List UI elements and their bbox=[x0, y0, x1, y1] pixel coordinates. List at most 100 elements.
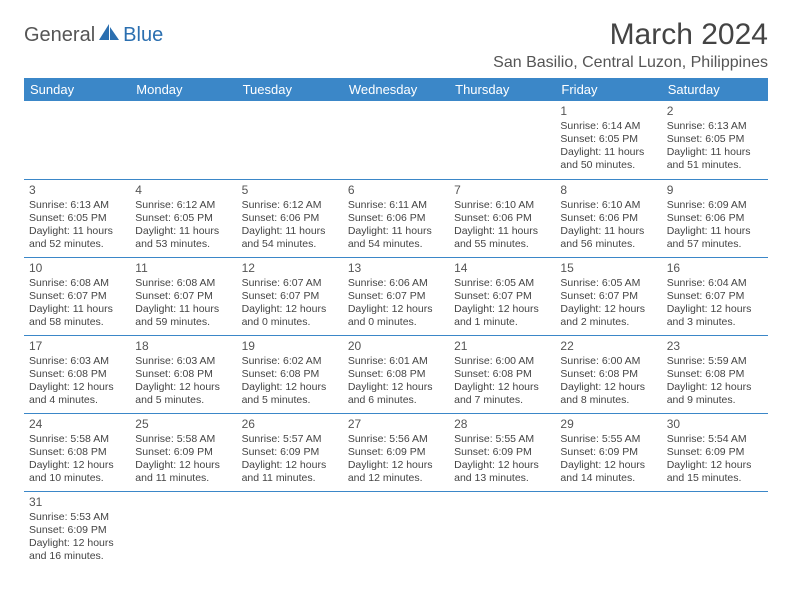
day-number: 19 bbox=[242, 339, 338, 354]
day-number: 21 bbox=[454, 339, 550, 354]
calendar-cell: 12Sunrise: 6:07 AMSunset: 6:07 PMDayligh… bbox=[237, 257, 343, 335]
sunset-text: Sunset: 6:05 PM bbox=[135, 212, 231, 225]
daylight-text: Daylight: 11 hours and 53 minutes. bbox=[135, 225, 231, 251]
daylight-text: Daylight: 12 hours and 0 minutes. bbox=[348, 303, 444, 329]
sunrise-text: Sunrise: 6:13 AM bbox=[667, 120, 763, 133]
day-number: 4 bbox=[135, 183, 231, 198]
sunrise-text: Sunrise: 6:10 AM bbox=[560, 199, 656, 212]
day-number: 23 bbox=[667, 339, 763, 354]
calendar-cell: 10Sunrise: 6:08 AMSunset: 6:07 PMDayligh… bbox=[24, 257, 130, 335]
daylight-text: Daylight: 12 hours and 12 minutes. bbox=[348, 459, 444, 485]
weekday-header-row: Sunday Monday Tuesday Wednesday Thursday… bbox=[24, 78, 768, 101]
calendar-cell: 1Sunrise: 6:14 AMSunset: 6:05 PMDaylight… bbox=[555, 101, 661, 179]
sunrise-text: Sunrise: 6:05 AM bbox=[454, 277, 550, 290]
day-number: 6 bbox=[348, 183, 444, 198]
calendar-cell: 3Sunrise: 6:13 AMSunset: 6:05 PMDaylight… bbox=[24, 179, 130, 257]
calendar-cell bbox=[343, 101, 449, 179]
sunset-text: Sunset: 6:07 PM bbox=[348, 290, 444, 303]
sunset-text: Sunset: 6:08 PM bbox=[29, 446, 125, 459]
sunset-text: Sunset: 6:05 PM bbox=[667, 133, 763, 146]
sunset-text: Sunset: 6:06 PM bbox=[667, 212, 763, 225]
day-number: 5 bbox=[242, 183, 338, 198]
day-number: 2 bbox=[667, 104, 763, 119]
sunset-text: Sunset: 6:06 PM bbox=[348, 212, 444, 225]
sunrise-text: Sunrise: 6:05 AM bbox=[560, 277, 656, 290]
sunset-text: Sunset: 6:09 PM bbox=[454, 446, 550, 459]
calendar-row: 24Sunrise: 5:58 AMSunset: 6:08 PMDayligh… bbox=[24, 413, 768, 491]
day-number: 17 bbox=[29, 339, 125, 354]
calendar-cell: 15Sunrise: 6:05 AMSunset: 6:07 PMDayligh… bbox=[555, 257, 661, 335]
page-title: March 2024 bbox=[493, 18, 768, 52]
calendar-cell: 20Sunrise: 6:01 AMSunset: 6:08 PMDayligh… bbox=[343, 335, 449, 413]
calendar-cell bbox=[449, 101, 555, 179]
daylight-text: Daylight: 12 hours and 16 minutes. bbox=[29, 537, 125, 563]
calendar-cell: 29Sunrise: 5:55 AMSunset: 6:09 PMDayligh… bbox=[555, 413, 661, 491]
weekday-header: Monday bbox=[130, 78, 236, 101]
day-number: 30 bbox=[667, 417, 763, 432]
calendar-cell: 19Sunrise: 6:02 AMSunset: 6:08 PMDayligh… bbox=[237, 335, 343, 413]
weekday-header: Sunday bbox=[24, 78, 130, 101]
sunset-text: Sunset: 6:08 PM bbox=[29, 368, 125, 381]
daylight-text: Daylight: 12 hours and 11 minutes. bbox=[135, 459, 231, 485]
daylight-text: Daylight: 11 hours and 55 minutes. bbox=[454, 225, 550, 251]
sunrise-text: Sunrise: 5:55 AM bbox=[560, 433, 656, 446]
sunset-text: Sunset: 6:06 PM bbox=[242, 212, 338, 225]
logo-text-general: General bbox=[24, 24, 95, 47]
sunrise-text: Sunrise: 5:53 AM bbox=[29, 511, 125, 524]
calendar-row: 10Sunrise: 6:08 AMSunset: 6:07 PMDayligh… bbox=[24, 257, 768, 335]
daylight-text: Daylight: 11 hours and 50 minutes. bbox=[560, 146, 656, 172]
calendar-cell: 26Sunrise: 5:57 AMSunset: 6:09 PMDayligh… bbox=[237, 413, 343, 491]
daylight-text: Daylight: 12 hours and 10 minutes. bbox=[29, 459, 125, 485]
daylight-text: Daylight: 11 hours and 59 minutes. bbox=[135, 303, 231, 329]
sunset-text: Sunset: 6:06 PM bbox=[560, 212, 656, 225]
calendar-cell bbox=[449, 491, 555, 569]
sunset-text: Sunset: 6:07 PM bbox=[242, 290, 338, 303]
daylight-text: Daylight: 12 hours and 5 minutes. bbox=[242, 381, 338, 407]
sunrise-text: Sunrise: 6:08 AM bbox=[29, 277, 125, 290]
sunset-text: Sunset: 6:07 PM bbox=[135, 290, 231, 303]
calendar-cell: 21Sunrise: 6:00 AMSunset: 6:08 PMDayligh… bbox=[449, 335, 555, 413]
daylight-text: Daylight: 12 hours and 3 minutes. bbox=[667, 303, 763, 329]
daylight-text: Daylight: 12 hours and 13 minutes. bbox=[454, 459, 550, 485]
day-number: 10 bbox=[29, 261, 125, 276]
day-number: 3 bbox=[29, 183, 125, 198]
sunset-text: Sunset: 6:05 PM bbox=[29, 212, 125, 225]
sunset-text: Sunset: 6:07 PM bbox=[454, 290, 550, 303]
sunrise-text: Sunrise: 6:12 AM bbox=[242, 199, 338, 212]
calendar-cell bbox=[237, 101, 343, 179]
sunrise-text: Sunrise: 6:14 AM bbox=[560, 120, 656, 133]
day-number: 18 bbox=[135, 339, 231, 354]
calendar-cell: 25Sunrise: 5:58 AMSunset: 6:09 PMDayligh… bbox=[130, 413, 236, 491]
day-number: 12 bbox=[242, 261, 338, 276]
sunrise-text: Sunrise: 5:57 AM bbox=[242, 433, 338, 446]
day-number: 9 bbox=[667, 183, 763, 198]
calendar-row: 3Sunrise: 6:13 AMSunset: 6:05 PMDaylight… bbox=[24, 179, 768, 257]
day-number: 15 bbox=[560, 261, 656, 276]
sunset-text: Sunset: 6:09 PM bbox=[667, 446, 763, 459]
day-number: 14 bbox=[454, 261, 550, 276]
calendar-cell: 31Sunrise: 5:53 AMSunset: 6:09 PMDayligh… bbox=[24, 491, 130, 569]
sunrise-text: Sunrise: 6:03 AM bbox=[135, 355, 231, 368]
header: General Blue March 2024 San Basilio, Cen… bbox=[24, 18, 768, 72]
logo-text-blue: Blue bbox=[123, 24, 163, 47]
sunset-text: Sunset: 6:09 PM bbox=[135, 446, 231, 459]
calendar-cell bbox=[555, 491, 661, 569]
daylight-text: Daylight: 12 hours and 2 minutes. bbox=[560, 303, 656, 329]
calendar-cell: 6Sunrise: 6:11 AMSunset: 6:06 PMDaylight… bbox=[343, 179, 449, 257]
sunset-text: Sunset: 6:05 PM bbox=[560, 133, 656, 146]
sunrise-text: Sunrise: 6:01 AM bbox=[348, 355, 444, 368]
calendar-cell: 7Sunrise: 6:10 AMSunset: 6:06 PMDaylight… bbox=[449, 179, 555, 257]
daylight-text: Daylight: 11 hours and 57 minutes. bbox=[667, 225, 763, 251]
calendar-row: 31Sunrise: 5:53 AMSunset: 6:09 PMDayligh… bbox=[24, 491, 768, 569]
sunrise-text: Sunrise: 6:13 AM bbox=[29, 199, 125, 212]
daylight-text: Daylight: 12 hours and 0 minutes. bbox=[242, 303, 338, 329]
sunset-text: Sunset: 6:08 PM bbox=[454, 368, 550, 381]
calendar-row: 1Sunrise: 6:14 AMSunset: 6:05 PMDaylight… bbox=[24, 101, 768, 179]
day-number: 29 bbox=[560, 417, 656, 432]
daylight-text: Daylight: 12 hours and 7 minutes. bbox=[454, 381, 550, 407]
calendar-cell bbox=[130, 101, 236, 179]
day-number: 16 bbox=[667, 261, 763, 276]
weekday-header: Friday bbox=[555, 78, 661, 101]
sunrise-text: Sunrise: 5:58 AM bbox=[29, 433, 125, 446]
sunset-text: Sunset: 6:07 PM bbox=[667, 290, 763, 303]
